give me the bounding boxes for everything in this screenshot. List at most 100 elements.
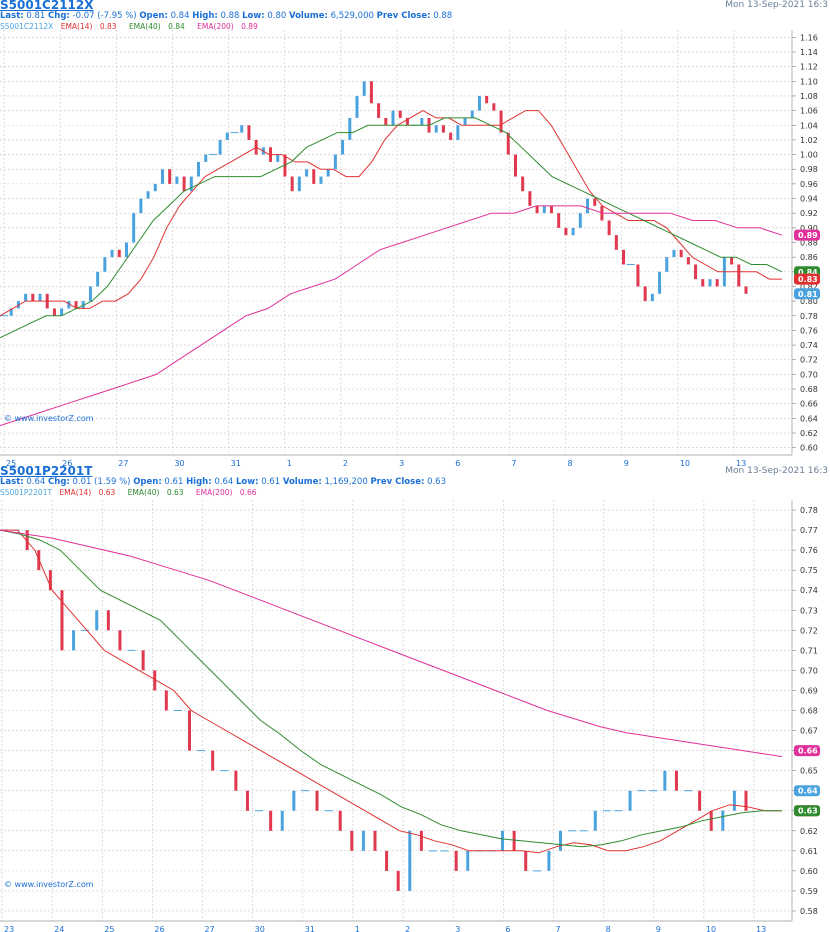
- price-bar-down: [118, 630, 122, 651]
- price-bar-down: [454, 850, 458, 871]
- legend-ema200: EMA(200) 0.66: [196, 488, 262, 497]
- price-bar-down: [164, 690, 168, 711]
- legend-ema200-label: EMA(200): [197, 22, 234, 31]
- y-tick-label: 1.08: [800, 92, 818, 101]
- price-bar-up: [628, 790, 632, 811]
- high-value: 0.64: [214, 477, 234, 487]
- price-bar-up: [547, 850, 551, 871]
- price-bar-down: [636, 264, 640, 287]
- price-bar-up: [95, 610, 99, 631]
- price-bar-up: [650, 293, 654, 302]
- price-bar-down: [674, 770, 678, 791]
- price-bar-down: [373, 830, 377, 851]
- y-tick-label: 0.92: [800, 209, 818, 218]
- price-bar-up: [721, 810, 725, 831]
- ticker-symbol[interactable]: S5001P2201T: [0, 464, 93, 478]
- price-bar-up: [88, 286, 92, 302]
- price-bar-down: [25, 530, 29, 551]
- price-bar-down: [744, 790, 748, 811]
- y-tick-label: 0.62: [800, 827, 818, 836]
- legend-ema14-value: 0.83: [99, 22, 117, 31]
- price-bar-down: [74, 301, 78, 309]
- y-tick-label: 1.00: [800, 151, 818, 160]
- y-tick-label: 0.74: [800, 586, 818, 595]
- price-bar-down: [744, 286, 748, 294]
- open-value: 0.61: [164, 477, 184, 487]
- watermark-text: © www.investorZ.com: [4, 880, 94, 889]
- price-chart-top[interactable]: 1.16 1.14 1.12 1.10 1.08 1.06 1.04 1.02 1.00 0.98…: [0, 0, 830, 466]
- price-bar-up: [124, 242, 128, 258]
- price-bar-down: [643, 286, 647, 302]
- y-tick-label: 0.64: [800, 414, 818, 423]
- price-bar-up: [341, 139, 345, 155]
- price-bar-down: [211, 750, 215, 771]
- price-bar-down: [153, 670, 157, 691]
- price-bar-down: [524, 850, 528, 871]
- price-bar-up: [672, 249, 676, 258]
- price-bar-up: [732, 790, 736, 811]
- price-bar-up: [326, 169, 330, 177]
- price-chart-bottom[interactable]: 0.78 0.77 0.76 0.75 0.74 0.73 0.72 0.71 0.70 0.69…: [0, 466, 830, 932]
- price-bar-down: [607, 220, 611, 236]
- volume-label: Volume:: [282, 477, 322, 487]
- x-tick-label: 10: [680, 459, 690, 466]
- x-tick-label: 30: [255, 925, 265, 932]
- last-value-badge-label: 0.84: [798, 268, 818, 277]
- high-value: 0.88: [220, 11, 240, 21]
- last-value-badge: [794, 273, 820, 285]
- y-tick-label: 0.98: [800, 165, 818, 174]
- price-bar-down: [405, 117, 409, 126]
- price-bar-down: [188, 710, 191, 751]
- y-tick-label: 0.68: [800, 707, 818, 716]
- last-value: 0.64: [26, 477, 46, 487]
- price-bar-down: [694, 264, 698, 280]
- y-tick-label: 0.78: [800, 312, 818, 321]
- price-bar-down: [499, 110, 503, 133]
- legend-ema14: EMA(14) 0.63: [59, 488, 120, 497]
- last-value-badge-label: 0.83: [798, 275, 818, 284]
- ticker-symbol[interactable]: S5001C2112X: [0, 0, 94, 12]
- price-bar-down: [715, 279, 719, 287]
- price-bar-down: [52, 308, 56, 316]
- x-tick-label: 1: [287, 459, 292, 466]
- price-bar-up: [139, 198, 143, 214]
- y-tick-label: 0.58: [800, 907, 818, 916]
- price-bar-up: [280, 810, 284, 831]
- price-bar-down: [679, 249, 683, 258]
- price-bar-up: [420, 117, 424, 126]
- y-tick-label: 1.16: [800, 33, 818, 42]
- price-bar-up: [361, 830, 365, 851]
- quote-line: Last: 0.64 Chg: 0.01 (1.59 %) Open: 0.61…: [0, 477, 446, 487]
- x-tick-label: 31: [231, 459, 241, 466]
- price-bar-up: [218, 139, 222, 155]
- price-bar-down: [269, 810, 273, 831]
- y-tick-label: 0.70: [800, 666, 818, 675]
- y-tick-label: 0.88: [800, 239, 818, 248]
- price-bar-up: [72, 630, 76, 651]
- y-tick-label: 0.59: [800, 887, 818, 896]
- x-tick-label: 31: [305, 925, 315, 932]
- price-bar-down: [106, 610, 110, 631]
- y-tick-label: 1.06: [800, 107, 818, 116]
- price-bar-up: [197, 161, 201, 177]
- price-bar-up: [586, 198, 590, 214]
- price-bar-up: [204, 154, 208, 162]
- price-bar-down: [283, 154, 287, 177]
- price-bar-up: [477, 95, 481, 111]
- x-tick-label: 13: [736, 459, 746, 466]
- chart-panel-bottom: 0.78 0.77 0.76 0.75 0.74 0.73 0.72 0.71 0.70 0.69…: [0, 464, 830, 932]
- price-bar-up: [408, 830, 412, 891]
- legend-ema40-value: 0.63: [166, 488, 184, 497]
- price-bar-up: [24, 293, 28, 302]
- low-label: Low:: [235, 477, 259, 487]
- price-bar-up: [160, 169, 164, 184]
- y-tick-label: 0.66: [800, 400, 818, 409]
- price-bar-down: [312, 169, 316, 184]
- price-bar-up: [470, 110, 474, 118]
- price-bar-down: [48, 570, 52, 591]
- legend-ema200: EMA(200) 0.89: [197, 22, 263, 31]
- price-bar-down: [369, 81, 373, 104]
- price-bar-down: [338, 810, 342, 831]
- last-value-badge: [794, 785, 820, 797]
- y-tick-label: 1.10: [800, 77, 818, 86]
